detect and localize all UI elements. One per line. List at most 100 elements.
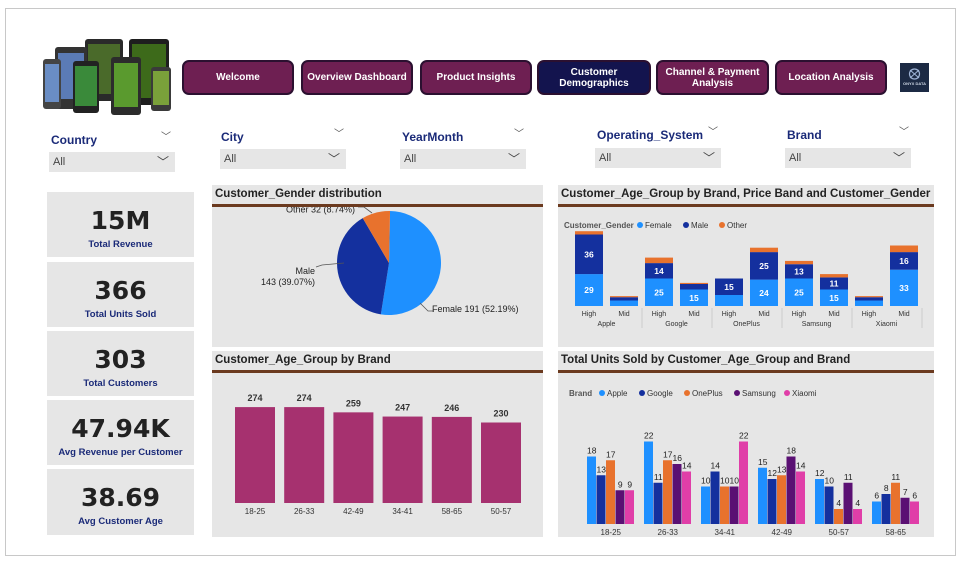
bar-value-label: 274 — [297, 393, 312, 403]
bar-58-65-samsung[interactable] — [900, 497, 910, 524]
legend-item-male[interactable]: Male — [691, 221, 709, 230]
bar-58-65-oneplus[interactable] — [891, 482, 900, 524]
bar-58-65-xiaomi[interactable] — [910, 501, 919, 525]
bar-34-41-samsung[interactable] — [729, 486, 739, 525]
bar-value-label: 11 — [654, 472, 663, 482]
bar-26-33-samsung[interactable] — [672, 464, 682, 524]
stack-seg-oneplus-high-female[interactable] — [715, 295, 743, 306]
bar-18-25-google[interactable] — [596, 475, 606, 524]
bar-18-25[interactable] — [235, 407, 275, 503]
stack-seg-samsung-high-male[interactable] — [785, 264, 813, 279]
yearmonth-filter-dropdown[interactable]: All ﹀ — [400, 149, 526, 169]
legend-item-samsung[interactable]: Samsung — [742, 389, 776, 398]
bar-42-49-samsung[interactable] — [786, 456, 796, 525]
os-filter-dropdown[interactable]: All ﹀ — [595, 148, 721, 168]
stack-seg-samsung-mid-male[interactable] — [820, 277, 848, 290]
bar-34-41-xiaomi[interactable] — [739, 441, 748, 525]
brand-filter-dropdown[interactable]: All ﹀ — [785, 148, 911, 168]
bar-50-57-apple[interactable] — [815, 479, 824, 524]
bar-value-label: 13 — [777, 464, 787, 474]
bar-26-33-xiaomi[interactable] — [682, 471, 691, 525]
legend-item-google[interactable]: Google — [647, 389, 673, 398]
legend-item-oneplus[interactable]: OnePlus — [692, 389, 723, 398]
stack-seg-xiaomi-mid-other[interactable] — [890, 245, 918, 253]
bar-34-41-apple[interactable] — [701, 486, 710, 525]
stack-seg-oneplus-mid-male[interactable] — [750, 252, 778, 280]
stack-seg-apple-mid-other[interactable] — [610, 296, 638, 298]
brand-chevron-icon[interactable]: ﹀ — [899, 127, 909, 138]
legend-item-other[interactable]: Other — [727, 221, 747, 230]
nav-customer-demographics-button[interactable]: Customer Demographics — [537, 60, 651, 95]
bar-58-65[interactable] — [431, 416, 472, 503]
stack-seg-samsung-mid-other[interactable] — [820, 274, 848, 278]
nav-channel-payment-button[interactable]: Channel & Payment Analysis — [656, 60, 769, 95]
stack-seg-google-high-other[interactable] — [645, 257, 673, 264]
stack-seg-apple-mid-female[interactable] — [610, 300, 638, 307]
pie-slice-female[interactable] — [380, 211, 441, 315]
stack-seg-google-mid-male[interactable] — [680, 284, 708, 290]
stack-seg-apple-mid-male[interactable] — [610, 297, 638, 301]
legend-item-female[interactable]: Female — [645, 221, 672, 230]
bar-58-65-google[interactable] — [881, 494, 891, 524]
nav-location-analysis-button[interactable]: Location Analysis — [775, 60, 887, 95]
bar-18-25-apple[interactable] — [587, 456, 596, 525]
stack-seg-samsung-mid-female[interactable] — [820, 289, 848, 307]
bar-42-49[interactable] — [333, 412, 374, 503]
os-chevron-icon[interactable]: ﹀ — [708, 127, 718, 138]
stack-seg-google-mid-female[interactable] — [680, 289, 708, 307]
kpi-value: 38.69 — [80, 483, 161, 512]
stack-seg-google-high-female[interactable] — [645, 278, 673, 307]
stack-seg-oneplus-mid-other[interactable] — [750, 247, 778, 253]
bar-42-49-oneplus[interactable] — [777, 475, 786, 524]
bar-42-49-apple[interactable] — [758, 467, 767, 524]
bar-18-25-samsung[interactable] — [615, 490, 625, 524]
country-chevron-icon[interactable]: ﹀ — [161, 132, 171, 143]
bar-50-57[interactable] — [481, 422, 521, 504]
bar-18-25-xiaomi[interactable] — [625, 490, 634, 524]
pie-slice-other[interactable] — [362, 211, 391, 263]
bar-50-57-google[interactable] — [824, 486, 834, 525]
stack-seg-oneplus-mid-female[interactable] — [750, 279, 778, 306]
stack-seg-apple-high-male[interactable] — [575, 234, 603, 275]
bar-18-25-oneplus[interactable] — [606, 460, 615, 524]
stack-seg-xiaomi-high-female[interactable] — [855, 300, 883, 307]
stack-seg-apple-high-other[interactable] — [575, 231, 603, 235]
stack-seg-xiaomi-mid-male[interactable] — [890, 252, 918, 270]
country-filter-dropdown[interactable]: All ﹀ — [49, 152, 175, 172]
bar-34-41-google[interactable] — [710, 471, 720, 525]
bar-50-57-samsung[interactable] — [843, 482, 853, 524]
bar-value-label: 13 — [597, 464, 607, 474]
nav-product-insights-button[interactable]: Product Insights — [420, 60, 532, 95]
legend-item-apple[interactable]: Apple — [607, 389, 628, 398]
legend-item-xiaomi[interactable]: Xiaomi — [792, 389, 817, 398]
stack-seg-google-mid-other[interactable] — [680, 282, 708, 284]
bar-26-33-google[interactable] — [653, 482, 663, 524]
stack-seg-samsung-high-female[interactable] — [785, 278, 813, 307]
bar-58-65-apple[interactable] — [872, 501, 881, 525]
bar-50-57-xiaomi[interactable] — [853, 509, 862, 524]
city-filter-dropdown[interactable]: All ﹀ — [220, 149, 346, 169]
bar-26-33-apple[interactable] — [644, 441, 653, 525]
stack-seg-xiaomi-high-male[interactable] — [855, 297, 883, 301]
bar-34-41[interactable] — [382, 416, 423, 503]
nav-overview-dashboard-button[interactable]: Overview Dashboard — [301, 60, 413, 95]
bar-26-33[interactable] — [284, 407, 325, 503]
stack-seg-xiaomi-high-other[interactable] — [855, 296, 883, 298]
pie-slice-male[interactable] — [337, 218, 389, 315]
bar-34-41-oneplus[interactable] — [720, 486, 729, 525]
yearmonth-chevron-icon[interactable]: ﹀ — [514, 129, 524, 140]
stack-seg-google-high-male[interactable] — [645, 263, 673, 279]
brand-tick-label: Apple — [598, 321, 616, 328]
nav-welcome-button[interactable]: Welcome — [182, 60, 294, 95]
stack-seg-xiaomi-mid-female[interactable] — [890, 269, 918, 306]
stack-seg-apple-high-female[interactable] — [575, 274, 603, 306]
kpi-label: Total Units Sold — [84, 309, 157, 320]
bar-42-49-google[interactable] — [767, 479, 777, 524]
stack-seg-oneplus-high-male[interactable] — [715, 278, 743, 296]
stack-seg-samsung-high-other[interactable] — [785, 260, 813, 265]
bar-50-57-oneplus[interactable] — [834, 509, 843, 524]
bar-26-33-oneplus[interactable] — [663, 460, 672, 524]
bar-value-label: 14 — [711, 461, 721, 471]
city-chevron-icon[interactable]: ﹀ — [334, 129, 344, 140]
bar-42-49-xiaomi[interactable] — [796, 471, 805, 525]
